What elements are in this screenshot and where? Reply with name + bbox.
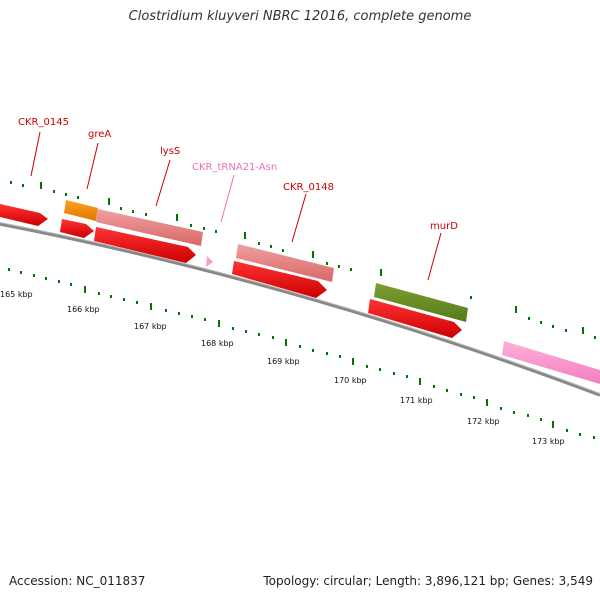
scale-label: 168 kbp — [201, 339, 234, 348]
scale-label: 169 kbp — [267, 357, 300, 366]
inner-tick-ring — [8, 268, 595, 439]
trna-arrow[interactable] — [206, 256, 213, 267]
cds-arrow[interactable] — [368, 299, 462, 338]
gene-label-ckr-trna21-asn: CKR_tRNA21-Asn — [192, 162, 277, 173]
gene-label-lyss: lysS — [160, 146, 180, 157]
accession-text: Accession: NC_011837 — [9, 574, 146, 588]
gene-ckr-0148-feature[interactable] — [236, 244, 334, 282]
cds-arrow[interactable] — [232, 261, 327, 298]
gene-murd-feature[interactable] — [374, 283, 468, 322]
scale-label: 167 kbp — [134, 322, 167, 331]
genome-title: Clostridium kluyveri NBRC 12016, complet… — [128, 9, 472, 24]
gene-lyss-feature[interactable] — [96, 209, 203, 246]
scale-label: 173 kbp — [532, 437, 565, 446]
gene-ckr-0145-forward[interactable] — [0, 204, 48, 226]
scale-label: 172 kbp — [467, 417, 500, 426]
murd-callout — [427, 232, 442, 281]
genome-summary-text: Topology: circular; Length: 3,896,121 bp… — [263, 574, 593, 588]
gene-label-grea: greA — [88, 129, 111, 140]
cds-arrow[interactable] — [60, 219, 94, 238]
gene-pink-feature[interactable] — [502, 341, 600, 384]
genome-backbone — [0, 222, 600, 397]
scale-label: 171 kbp — [400, 396, 433, 405]
scale-label: 166 kbp — [67, 305, 100, 314]
trna-callout — [220, 174, 235, 223]
gene-grea-feature[interactable] — [64, 200, 98, 221]
lyss-callout — [155, 159, 171, 207]
ckr-0148-callout — [291, 193, 307, 243]
gene-label-ckr-0145: CKR_0145 — [18, 117, 69, 128]
outer-tick-ring — [10, 181, 596, 339]
gene-label-ckr-0148: CKR_0148 — [283, 182, 334, 193]
gene-label-murd: murD — [430, 221, 458, 232]
cds-arrow[interactable] — [94, 227, 196, 263]
scale-label: 165 kbp — [0, 290, 33, 299]
grea-callout — [86, 142, 99, 190]
scale-label: 170 kbp — [334, 376, 367, 385]
ckr-0145-callout — [30, 131, 41, 177]
